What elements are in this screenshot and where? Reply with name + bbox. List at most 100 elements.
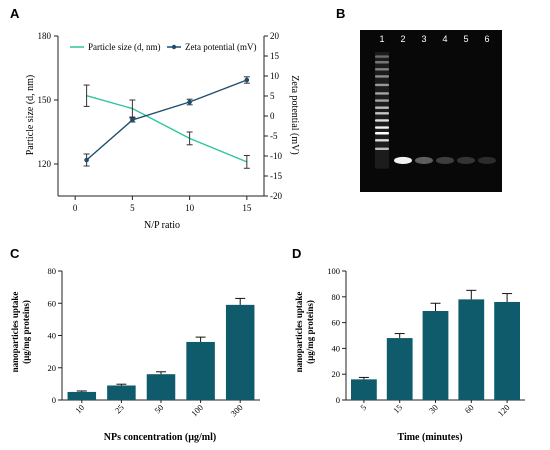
d-xtick-label: 60 — [463, 402, 476, 415]
gel-bands — [375, 52, 496, 169]
chart-c-ylabel-line1: nanoparticles uptake — [10, 292, 20, 373]
d-xtick-label: 120 — [495, 402, 511, 418]
a-xtick-label: 0 — [73, 203, 78, 213]
chart-c-ylabel-line2: (µg/mg proteins) — [21, 300, 31, 364]
a-point-1 — [187, 99, 192, 105]
a-ytick-right-label: 15 — [270, 51, 280, 61]
chart-c-axes: 0 20 40 60 80 10 25 50 100 300 — [48, 266, 260, 418]
a-series-line-1 — [86, 79, 248, 161]
d-ytick-label: 80 — [332, 292, 341, 302]
d-bar — [386, 338, 413, 400]
gel-ladder-band — [375, 83, 389, 87]
a-xtick-label: 10 — [185, 203, 195, 213]
a-ytick-right-label: 5 — [270, 91, 275, 101]
chart-c-marks — [67, 297, 255, 400]
panel-label-c: C — [10, 246, 20, 261]
a-point-1 — [84, 157, 89, 163]
a-ytick-right-label: 20 — [270, 31, 280, 41]
gel-ladder-band — [375, 61, 389, 64]
gel-ladder-band — [375, 55, 389, 58]
a-ytick-left-label: 180 — [38, 31, 52, 41]
legend-zeta-label: Zeta potential (mV) — [185, 42, 256, 52]
gel-sample-band — [415, 156, 433, 165]
panel-label-b: B — [336, 6, 345, 21]
gel-lane-labels: 1 2 3 4 5 6 — [379, 34, 489, 44]
gel-sample-band — [478, 156, 496, 165]
gel-lane-label: 2 — [400, 34, 405, 44]
d-bar — [422, 310, 449, 400]
d-xtick-label: 5 — [358, 402, 368, 412]
legend-particle-label: Particle size (d, nm) — [88, 42, 160, 52]
c-bar — [107, 385, 136, 400]
gel-ladder-band — [375, 68, 389, 71]
gel-ladder-band — [375, 112, 389, 115]
a-series-line-0 — [86, 95, 248, 163]
chart-a-ylabel-right: Zeta potential (mV) — [289, 75, 300, 154]
gel-sample-band — [436, 156, 454, 165]
chart-d-marks — [351, 289, 520, 400]
c-bar — [225, 304, 255, 400]
chart-d-ylabel-line1: nanoparticles uptake — [294, 292, 304, 373]
legend-zeta-marker — [171, 44, 177, 50]
gel-lane-label: 1 — [379, 34, 384, 44]
c-xtick-label: 25 — [113, 402, 126, 415]
a-ytick-right-label: 10 — [270, 71, 280, 81]
chart-a-ylabel-left: Particle size (d, nm) — [25, 75, 36, 156]
d-ytick-label: 100 — [327, 266, 340, 276]
c-bar — [186, 341, 215, 400]
chart-a-axes: 120 150 180 -20 -15 -10 -5 0 5 10 15 20 0 5 10 15 — [38, 31, 283, 213]
gel-ladder-band — [375, 99, 389, 102]
gel-ladder-band — [375, 92, 389, 95]
chart-a-legend: Particle size (d, nm) Zeta potential (mV… — [70, 42, 256, 52]
gel-lane-label: 6 — [484, 34, 489, 44]
d-bar — [494, 301, 520, 400]
d-xtick-label: 30 — [427, 402, 440, 415]
c-bar — [67, 391, 97, 400]
d-ytick-label: 40 — [332, 343, 341, 353]
a-point-1 — [244, 77, 250, 83]
c-xtick-label: 10 — [73, 402, 86, 415]
c-bar — [146, 374, 176, 400]
c-xtick-label: 300 — [229, 402, 245, 418]
gel-lane-label: 4 — [442, 34, 447, 44]
gel-ladder-band — [375, 139, 389, 142]
gel-ladder-band — [375, 75, 389, 78]
d-bar — [458, 299, 485, 400]
a-point-1 — [130, 117, 135, 123]
d-ytick-label: 20 — [332, 369, 341, 379]
d-ytick-label: 60 — [332, 318, 341, 328]
chart-a-line: 120 150 180 -20 -15 -10 -5 0 5 10 15 20 0 5 10 15 Parti… — [25, 31, 300, 231]
a-ytick-right-label: -5 — [270, 131, 278, 141]
c-ytick-label: 40 — [48, 331, 57, 341]
c-ytick-label: 20 — [48, 363, 57, 373]
gel-ladder-band — [375, 106, 389, 109]
d-bar — [351, 379, 377, 400]
a-ytick-right-label: -20 — [270, 191, 282, 201]
chart-a-xlabel: N/P ratio — [144, 220, 180, 231]
c-xtick-label: 50 — [152, 402, 165, 415]
a-ytick-left-label: 120 — [38, 159, 52, 169]
chart-c-xlabel: NPs concentration (µg/ml) — [104, 432, 216, 443]
gel-image: 1 2 3 4 5 6 — [360, 30, 502, 192]
gel-ladder-band — [375, 132, 389, 135]
a-ytick-right-label: -10 — [270, 151, 282, 161]
chart-c-bar: 0 20 40 60 80 10 25 50 100 300 NPs concentration … — [10, 266, 260, 443]
gel-ladder-band — [375, 147, 389, 151]
c-ytick-label: 60 — [48, 298, 57, 308]
gel-lane-label: 5 — [463, 34, 468, 44]
gel-ladder-band — [375, 126, 389, 129]
gel-ladder-band — [375, 119, 389, 122]
c-ytick-label: 0 — [52, 395, 56, 405]
chart-d-xlabel: Time (minutes) — [397, 432, 462, 443]
a-xtick-label: 5 — [130, 203, 135, 213]
a-ytick-left-label: 150 — [38, 95, 52, 105]
a-xtick-label: 15 — [242, 203, 252, 213]
c-ytick-label: 80 — [48, 266, 57, 276]
chart-d-ylabel-line2: (µg/mg proteins) — [305, 300, 315, 364]
panel-label-d: D — [292, 246, 301, 261]
gel-sample-band — [457, 156, 475, 165]
d-ytick-label: 0 — [336, 395, 340, 405]
d-xtick-label: 15 — [391, 402, 404, 415]
gel-lane-label: 3 — [421, 34, 426, 44]
